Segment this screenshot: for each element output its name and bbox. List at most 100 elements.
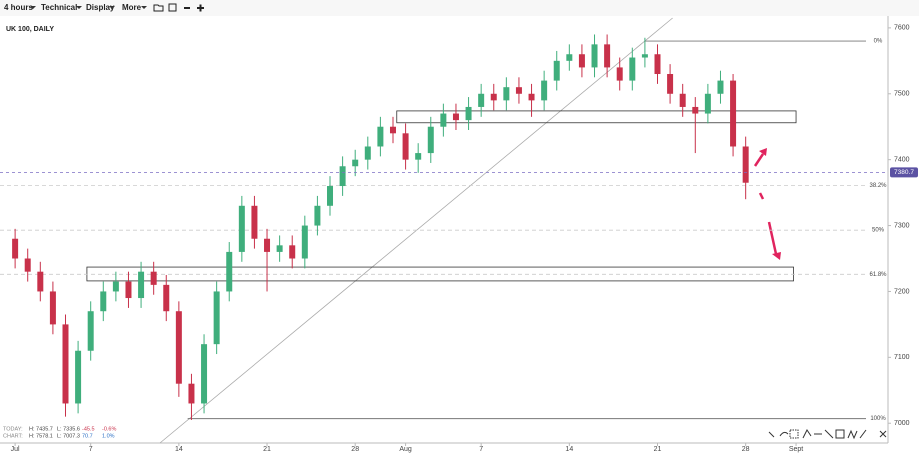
info-pct: -0.6%	[102, 426, 116, 432]
candle-body	[503, 87, 510, 101]
x-tick-label: 21	[654, 446, 662, 453]
candle-body	[314, 205, 321, 226]
candle-body	[667, 74, 674, 94]
candle-body	[163, 284, 170, 312]
candle-body	[541, 80, 548, 101]
info-label: TODAY:	[3, 426, 23, 432]
x-tick-label: Sept	[789, 446, 803, 453]
candle-body	[465, 106, 472, 121]
x-tick-label: Aug	[399, 446, 412, 453]
candle-body	[415, 153, 422, 160]
candle-body	[251, 205, 258, 239]
candle-body	[75, 350, 82, 404]
toolbar-button[interactable]: Technical	[41, 3, 77, 12]
y-tick-label: 7400	[894, 157, 910, 164]
candle-body	[301, 225, 308, 259]
candle-body	[264, 238, 271, 252]
last-price-tag	[890, 167, 918, 178]
candle-body	[37, 271, 44, 292]
candle-body	[339, 166, 346, 187]
candle-body	[515, 87, 522, 94]
last-price-label: 7380.7	[894, 169, 914, 176]
candle-body	[641, 54, 648, 58]
fib-label: 38.2%	[869, 183, 887, 189]
drawing-tools[interactable]	[768, 429, 887, 440]
candle-body	[188, 383, 195, 404]
candle-body	[566, 54, 573, 61]
info-low: L: 7335.6	[57, 426, 80, 432]
info-low: L: 7007.3	[57, 433, 80, 439]
y-tick-label: 7600	[894, 25, 910, 32]
candle-body	[730, 80, 737, 147]
info-pct: 1.0%	[102, 433, 115, 439]
candle-body	[629, 57, 636, 81]
candle-body	[692, 106, 699, 114]
toolbar-button[interactable]: 4 hours	[4, 3, 33, 12]
candle-body	[24, 258, 31, 272]
candle-body	[704, 93, 711, 114]
candle-body	[364, 146, 371, 160]
x-tick-label: 14	[175, 446, 183, 453]
candle-body	[213, 291, 220, 345]
candle-body	[679, 93, 686, 107]
candle-body	[591, 44, 598, 68]
candle-body	[112, 281, 119, 292]
candle-body	[100, 291, 107, 312]
toolbar-button[interactable]: More	[122, 3, 142, 12]
candle-body	[654, 54, 661, 75]
x-tick-label: 21	[263, 446, 271, 453]
y-tick-label: 7200	[894, 288, 910, 295]
info-high: H: 7578.1	[29, 433, 53, 439]
fib-label: 50%	[872, 228, 885, 234]
candle-body	[87, 311, 94, 351]
x-tick-label: 7	[89, 446, 93, 453]
info-label: CHART:	[3, 433, 23, 439]
info-change: -45.5	[82, 426, 95, 432]
x-tick-label: 14	[565, 446, 573, 453]
hand-drawn-arrows	[753, 148, 781, 260]
candle-body	[125, 281, 132, 299]
fib-label: 100%	[870, 416, 886, 422]
candle-body	[175, 311, 182, 384]
candle-body	[717, 80, 724, 94]
info-high: H: 7435.7	[29, 426, 53, 432]
candle-body	[276, 245, 283, 252]
candle-body	[377, 126, 384, 147]
candle-body	[742, 146, 749, 183]
toolbar-button[interactable]: Display	[86, 3, 115, 12]
candle-body	[238, 205, 245, 252]
candle-body	[12, 238, 19, 259]
info-change: 70.7	[82, 433, 93, 439]
candle-body	[528, 93, 535, 101]
y-tick-label: 7100	[894, 354, 910, 361]
candle-body	[352, 159, 359, 167]
candle-body	[62, 324, 69, 404]
candle-body	[578, 54, 585, 68]
fib-label: 61.8%	[869, 272, 887, 278]
chart-title: UK 100, DAILY	[6, 26, 54, 33]
candle-body	[604, 44, 611, 68]
zone-rectangle	[396, 110, 797, 124]
y-tick-label: 7500	[894, 91, 910, 98]
fib-label: 0%	[874, 39, 883, 45]
x-tick-label: 28	[742, 446, 750, 453]
candle-body	[452, 113, 459, 121]
candle-body	[616, 67, 623, 81]
candle-body	[553, 60, 560, 81]
candle-body	[490, 93, 497, 101]
candle-body	[402, 133, 409, 160]
candle-body	[478, 93, 485, 107]
y-tick-label: 7000	[894, 420, 910, 427]
toolbar-icons[interactable]	[153, 3, 204, 12]
candle-body	[150, 271, 157, 285]
dropdown-arrows	[30, 6, 147, 9]
candle-body	[49, 291, 56, 325]
candle-body	[289, 245, 296, 259]
candle-body	[226, 251, 233, 292]
x-tick-label: 7	[479, 446, 483, 453]
toolbar-bg	[0, 0, 919, 16]
candle-body	[201, 344, 208, 404]
candle-body	[427, 126, 434, 154]
